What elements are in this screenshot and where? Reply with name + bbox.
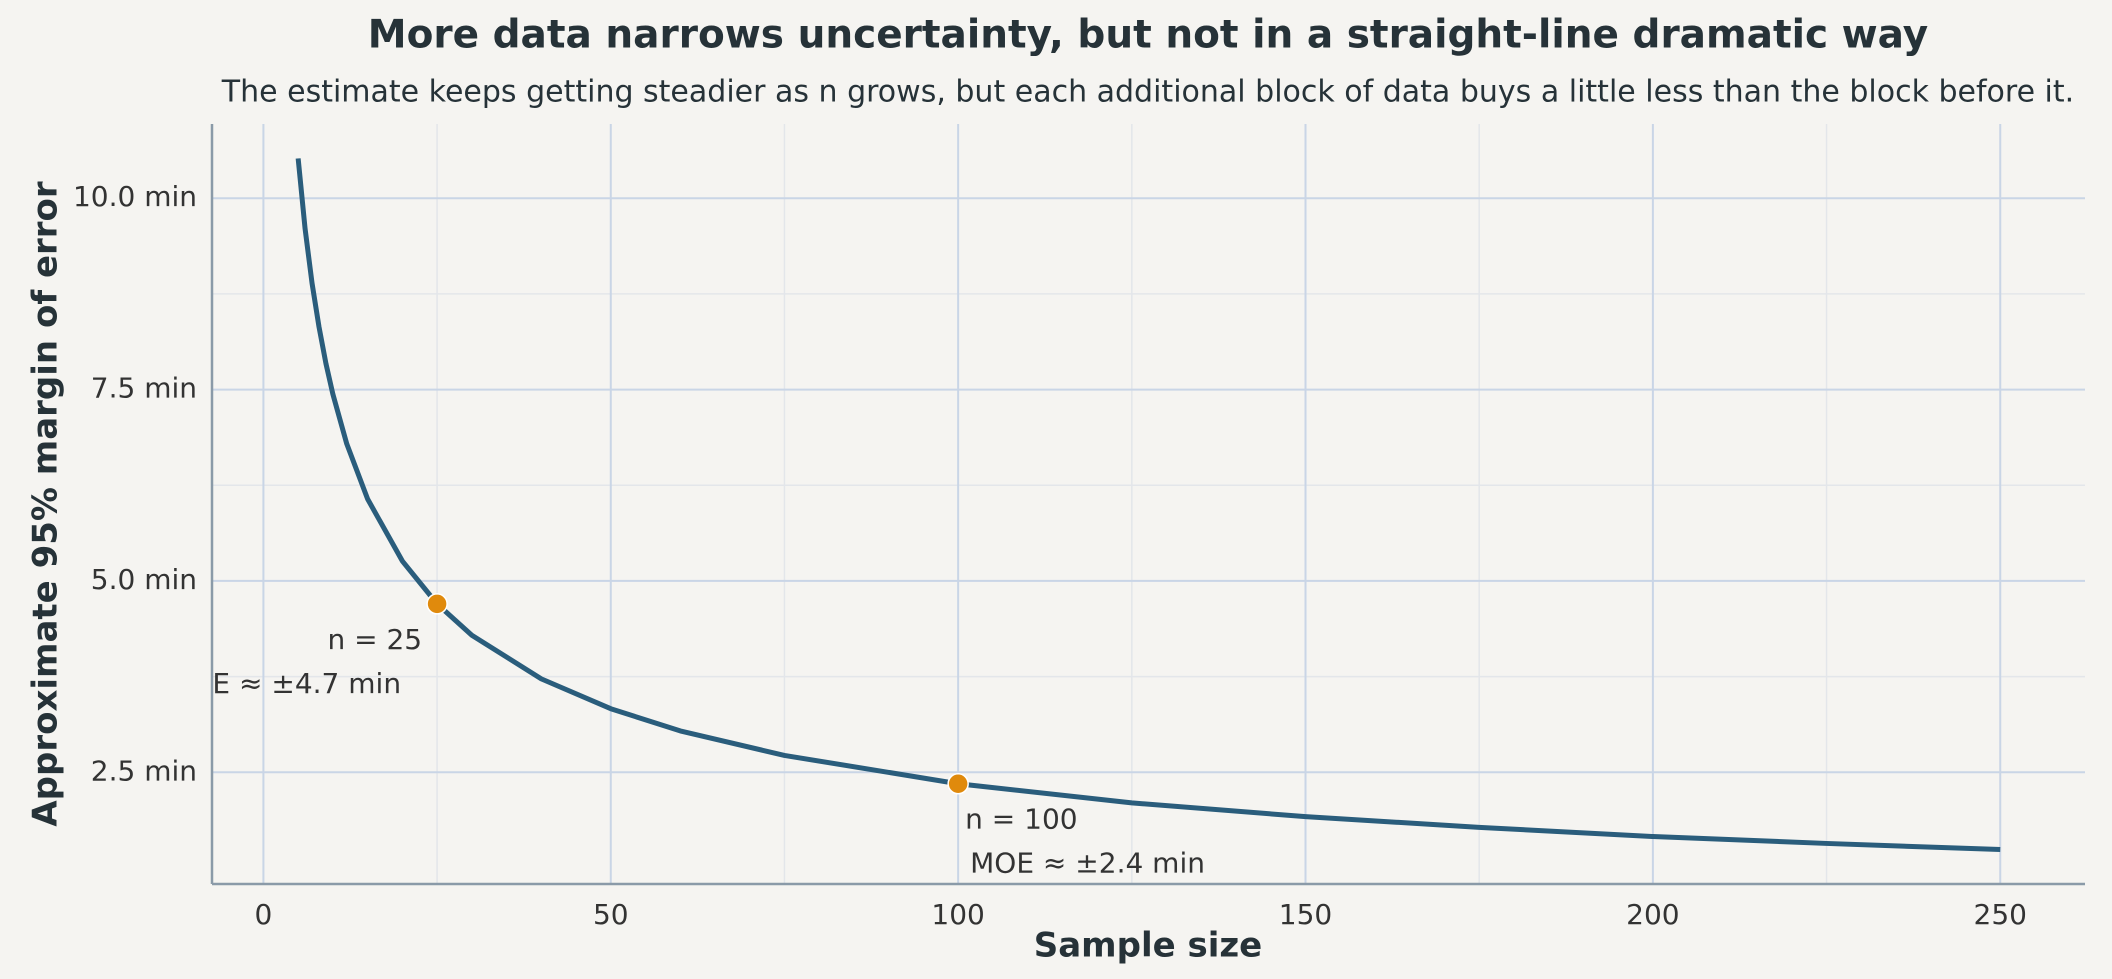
y-tick-label: 2.5 min [91, 754, 197, 787]
x-tick-label: 0 [254, 898, 272, 931]
x-tick-label: 200 [1626, 898, 1679, 931]
annotation-note: MOE ≈ ±2.4 min [970, 847, 1205, 880]
highlight-point [426, 593, 448, 615]
x-tick-label: 50 [593, 898, 629, 931]
annotation-note: MOE ≈ ±4.7 min [166, 667, 401, 700]
line [295, 158, 2001, 853]
annotation-label: n = 100 [965, 803, 1077, 836]
x-tick-label: 150 [1279, 898, 1332, 931]
x-axis-label: Sample size [1034, 926, 1263, 966]
x-tick-label: 100 [931, 898, 984, 931]
annotation-label: n = 25 [327, 623, 422, 656]
chart-subtitle: The estimate keeps getting steadier as n… [221, 75, 2074, 110]
grid [212, 124, 2085, 884]
y-axis-label: Approximate 95% margin of error [26, 181, 66, 827]
y-tick-label: 5.0 min [91, 563, 197, 596]
highlight-point [947, 772, 969, 795]
plot-area: n = 25 MOE ≈ ±4.7 min n = 100 MOE ≈ ±2.4 mi… [166, 158, 2001, 880]
axes: 0 50 100 150 200 250 2.5 min 5.0 min 7.5 min 10.0… [73, 124, 2085, 931]
chart-title: More data narrows uncertainty, but not i… [368, 13, 1928, 58]
x-tick-label: 250 [1974, 898, 2027, 931]
y-tick-label: 10.0 min [73, 180, 197, 213]
y-tick-label: 7.5 min [91, 372, 197, 405]
